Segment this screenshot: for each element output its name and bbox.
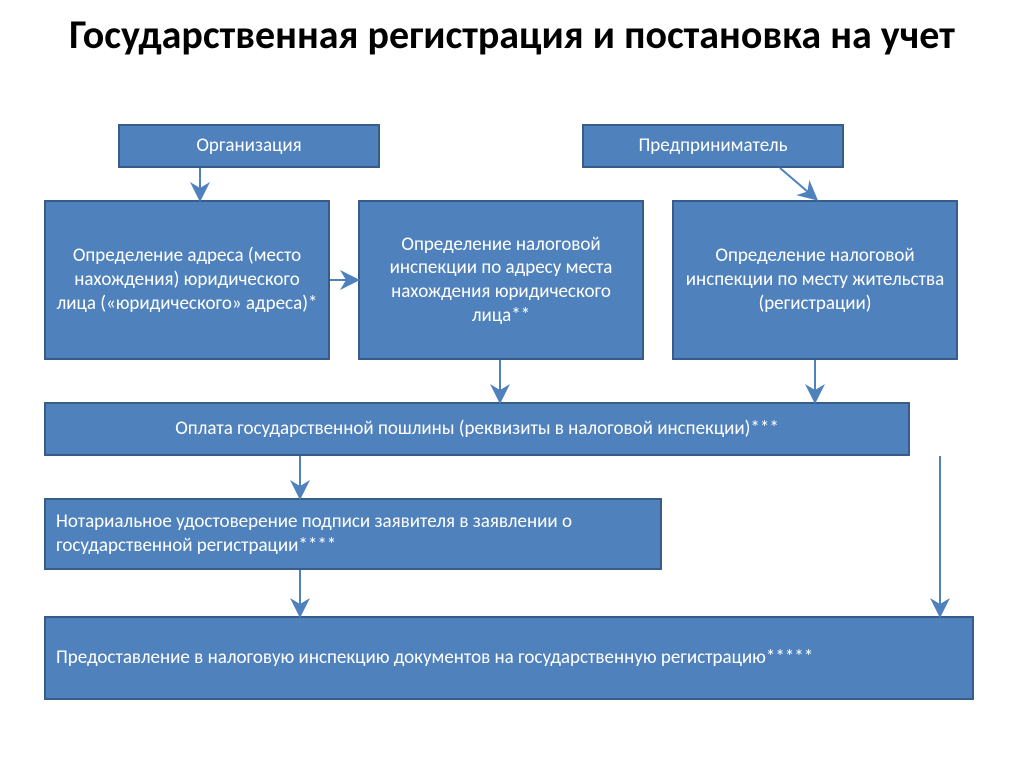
edge-entr-tax2 [780, 168, 815, 198]
node-tax2: Определение налоговой инспекции по месту… [672, 200, 958, 360]
node-org: Организация [118, 124, 380, 168]
node-entr: Предприниматель [582, 124, 844, 168]
node-tax1: Определение налоговой инспекции по адрес… [358, 200, 644, 360]
node-submit: Предоставление в налоговую инспекцию док… [44, 616, 974, 700]
node-addr: Определение адреса (место нахождения) юр… [44, 200, 330, 360]
node-notary: Нотариальное удостоверение подписи заяви… [44, 498, 662, 570]
node-fee: Оплата государственной пошлины (реквизит… [44, 402, 910, 456]
page-title: Государственная регистрация и постановка… [0, 0, 1024, 66]
